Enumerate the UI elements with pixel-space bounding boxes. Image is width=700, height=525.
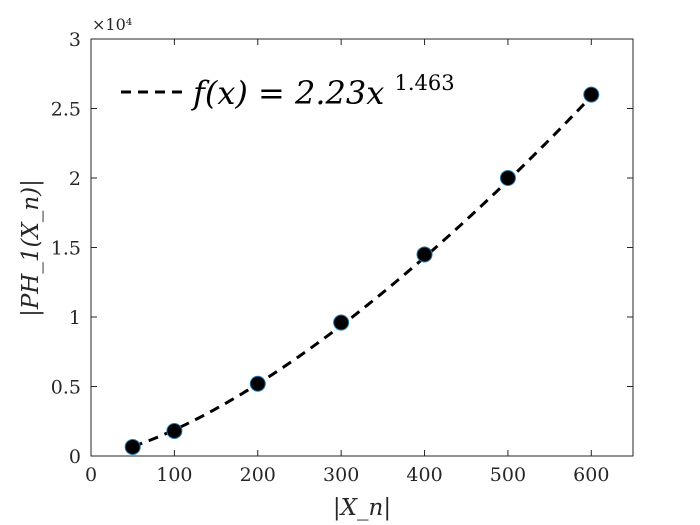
x-tick-label: 500: [490, 464, 526, 486]
data-point: [583, 86, 600, 103]
axes-box: [90, 38, 634, 457]
legend-label-exponent: 1.463: [394, 71, 454, 95]
y-tick-label: 0: [69, 446, 81, 468]
x-tick-label: 200: [240, 464, 276, 486]
legend-label: f(x) = 2.23x 1.463: [191, 71, 455, 112]
data-point: [333, 314, 350, 331]
x-tick-label: 100: [156, 464, 192, 486]
data-point: [166, 422, 183, 439]
data-point: [416, 246, 433, 263]
legend-label-prefix: f(x) = 2.23x: [191, 74, 384, 112]
x-tick-label: 300: [323, 464, 359, 486]
points-layer: [124, 86, 600, 455]
data-point: [499, 170, 516, 186]
y-tick-label: 1.5: [51, 238, 81, 260]
y-exponent-label: ×10⁴: [92, 15, 132, 34]
legend: f(x) = 2.23x 1.463: [121, 71, 455, 112]
y-axis-label: |PH_1(X_n)|: [18, 179, 44, 317]
y-tick-label: 3: [69, 29, 81, 51]
y-tick-label: 0.5: [51, 377, 81, 399]
data-point: [124, 438, 141, 455]
x-axis-label: |X_n|: [333, 495, 391, 521]
x-tick-label: 0: [85, 464, 97, 486]
y-tick-label: 2: [69, 168, 81, 190]
y-tick-label: 2.5: [51, 99, 81, 121]
data-point: [249, 375, 266, 392]
ticks-layer: 0 100 200 300 400 500 600 0 0.5 1 1.5 2 2.5 3: [51, 29, 633, 486]
y-tick-label: 1: [69, 307, 81, 329]
x-tick-label: 400: [406, 464, 442, 486]
x-tick-label: 600: [573, 464, 609, 486]
